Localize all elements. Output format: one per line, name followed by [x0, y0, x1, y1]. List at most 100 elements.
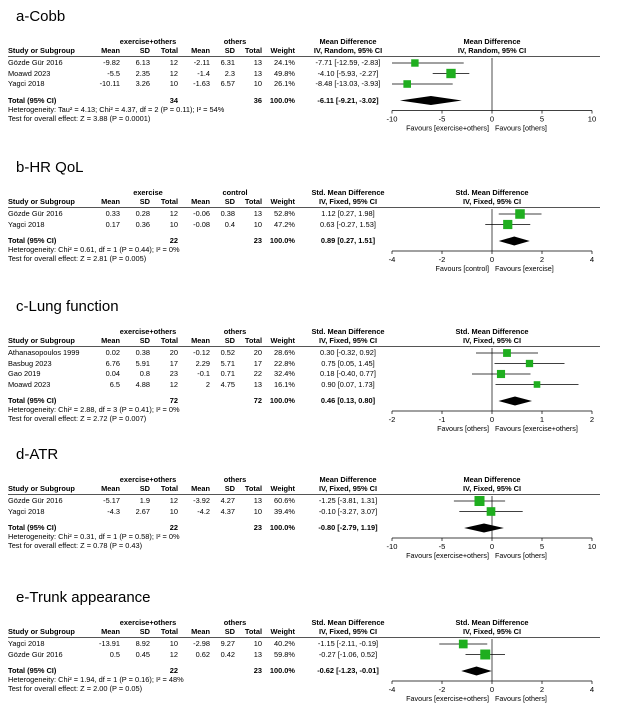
study-mean1: -5.17: [103, 496, 120, 505]
study-n1: 12: [169, 379, 178, 389]
study-weight: 26.1%: [274, 79, 295, 88]
col-sd1: SD: [139, 46, 150, 55]
study-sd2: 4.27: [220, 496, 235, 505]
study-mean2: -0.12: [193, 348, 210, 357]
total-n2: 23: [253, 666, 262, 675]
forest-plot-area: -4 -2 0 2 4 Favours [exercise+others] Favours …: [389, 639, 594, 703]
col-mean1: Mean: [101, 336, 120, 345]
favours-left-label: Favours [control]: [435, 264, 489, 273]
forest-plot-area: -2 -1 0 1 2 Favours [others] Favours [exercise…: [389, 348, 594, 433]
study-weight: 24.1%: [274, 58, 295, 67]
header-rule: [8, 56, 600, 57]
col-sd2: SD: [224, 197, 235, 206]
study-weight: 59.8%: [274, 649, 295, 659]
heterogeneity-text: Heterogeneity: Chi² = 0.31, df = 1 (P = …: [8, 532, 180, 541]
study-sd1: 6.13: [135, 58, 150, 67]
favours-left-label: Favours [others]: [437, 424, 489, 433]
x-tick-label: -2: [439, 255, 446, 264]
study-name: Moawd 2023: [8, 68, 51, 78]
col-sd2: SD: [224, 46, 235, 55]
study-sd1: 8.92: [135, 639, 150, 648]
study-n2: 22: [253, 369, 262, 378]
overall-effect-text: Test for overall effect: Z = 2.72 (P = 0…: [8, 414, 147, 423]
heterogeneity-text: Heterogeneity: Chi² = 0.61, df = 1 (P = …: [8, 245, 180, 254]
total-ci: -6.11 [-9.21, -3.02]: [317, 95, 379, 105]
col-mean2: Mean: [191, 336, 210, 345]
study-weight: 39.4%: [274, 506, 295, 516]
forest-plot-area: -10 -5 0 5 10 Favours [exercise+others] Favour…: [387, 495, 596, 560]
study-sd2: 4.37: [220, 506, 235, 516]
col-total2: Total: [244, 336, 262, 345]
group2-header: others: [223, 618, 247, 627]
study-weight: 52.8%: [274, 209, 295, 218]
study-ci: 0.30 [-0.32, 0.92]: [320, 348, 376, 357]
x-tick-label: -5: [439, 115, 446, 124]
col-total2: Total: [244, 46, 262, 55]
favours-right-label: Favours [exercise+others]: [495, 424, 578, 433]
study-marker: [525, 359, 534, 368]
favours-right-label: Favours [others]: [495, 551, 547, 560]
study-name: Yagci 2018: [8, 79, 45, 88]
x-tick-label: -10: [387, 542, 398, 551]
x-tick-label: 4: [590, 255, 594, 264]
x-tick-label: 10: [588, 542, 596, 551]
study-mean1: 6.5: [109, 379, 120, 389]
col-plot-method: IV, Fixed, 95% CI: [462, 627, 522, 636]
study-mean2: 0.62: [195, 649, 210, 659]
col-weight: Weight: [270, 197, 296, 206]
group1-header: exercise+others: [119, 475, 177, 484]
panel-title: d-ATR: [16, 446, 59, 463]
col-mean2: Mean: [191, 197, 210, 206]
study-sd2: 5.71: [220, 358, 235, 368]
overall-effect-text: Test for overall effect: Z = 2.00 (P = 0…: [8, 684, 143, 693]
x-tick-label: 0: [490, 115, 494, 124]
col-mean2: Mean: [191, 484, 210, 493]
col-effect-method: IV, Fixed, 95% CI: [318, 484, 378, 493]
study-marker: [474, 495, 485, 507]
group2-header: control: [222, 188, 248, 197]
study-marker: [503, 219, 513, 230]
panel-title: e-Trunk appearance: [16, 589, 151, 606]
study-marker: [458, 639, 468, 649]
group2-header: others: [223, 37, 247, 46]
overall-effect-text: Test for overall effect: Z = 3.88 (P = 0…: [8, 113, 151, 123]
heterogeneity-text: Heterogeneity: Tau² = 4.13; Chi² = 4.37,…: [8, 104, 225, 114]
study-n2: 13: [253, 68, 262, 78]
study-ci: -1.15 [-2.11, -0.19]: [317, 639, 379, 648]
study-name: Athanasopoulos 1999: [8, 348, 80, 357]
study-sd1: 0.38: [135, 348, 150, 357]
col-total1: Total: [160, 627, 178, 636]
col-total2: Total: [244, 627, 262, 636]
col-mean1: Mean: [101, 627, 120, 636]
group1-header: exercise+others: [119, 618, 177, 627]
total-weight: 100.0%: [269, 236, 295, 245]
x-tick-label: -10: [387, 115, 398, 124]
study-mean2: -3.92: [193, 496, 210, 505]
study-n2: 10: [253, 219, 262, 229]
study-marker: [515, 209, 525, 219]
total-weight: 100.0%: [269, 396, 295, 405]
total-weight: 100.0%: [269, 523, 295, 532]
study-marker: [503, 349, 511, 357]
study-mean2: 2: [205, 379, 210, 389]
x-tick-label: -2: [389, 415, 396, 424]
x-tick-label: 4: [590, 685, 594, 694]
study-mean1: 0.5: [109, 649, 120, 659]
pooled-diamond: [498, 396, 532, 406]
study-mean2: 2.29: [195, 358, 210, 368]
study-n1: 10: [169, 506, 178, 516]
forest-plot-area: -10 -5 0 5 10 Favours [exercise+others] Favour…: [387, 58, 596, 133]
study-mean2: -2.98: [193, 639, 210, 648]
col-study: Study or Subgroup: [8, 336, 75, 345]
study-weight: 32.4%: [274, 369, 295, 378]
study-marker: [496, 369, 506, 379]
study-ci: -1.25 [-3.81, 1.31]: [318, 496, 378, 505]
total-n1: 22: [169, 666, 178, 675]
study-marker: [403, 80, 411, 88]
col-effect-method: IV, Fixed, 95% CI: [318, 627, 378, 636]
x-tick-label: 2: [540, 685, 544, 694]
x-tick-label: -5: [439, 542, 446, 551]
x-tick-label: 2: [540, 255, 544, 264]
group2-header: others: [223, 327, 247, 336]
study-sd2: 4.75: [220, 379, 235, 389]
